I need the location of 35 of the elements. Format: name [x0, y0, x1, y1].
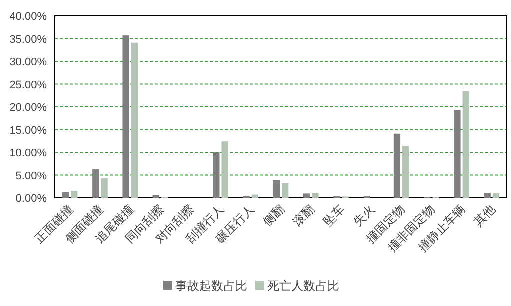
bar — [484, 192, 491, 198]
bar — [222, 142, 228, 198]
bar — [101, 178, 108, 198]
bar — [492, 193, 500, 198]
bar — [122, 36, 130, 198]
bar — [312, 192, 319, 198]
y-tick-label: 5.00% — [16, 170, 48, 182]
bar — [213, 152, 220, 198]
y-tick-label: 35.00% — [10, 34, 48, 46]
y-tick-label: 0.00% — [16, 193, 48, 205]
y-tick-label: 40.00% — [10, 11, 48, 23]
bar — [454, 110, 461, 198]
bar — [152, 195, 160, 198]
bar — [273, 180, 280, 198]
bar — [462, 92, 470, 198]
legend-label: 事故起数占比 — [176, 279, 248, 293]
y-tick-label: 30.00% — [10, 56, 48, 68]
y-tick-label: 15.00% — [10, 124, 48, 137]
bar — [402, 146, 410, 198]
x-tick-label: 坠车 — [320, 202, 348, 230]
bar — [71, 191, 78, 198]
y-tick-label: 10.00% — [10, 148, 48, 160]
x-tick-label: 其他 — [471, 202, 498, 230]
bar — [131, 42, 138, 198]
y-tick-label: 25.00% — [10, 79, 48, 92]
bar — [92, 169, 100, 198]
bar — [252, 194, 258, 198]
x-tick-label: 滚翻 — [290, 202, 318, 230]
bar — [394, 134, 401, 198]
bar — [304, 194, 310, 198]
bar — [62, 192, 70, 198]
x-tick-label: 侧翻 — [260, 202, 288, 230]
bar — [282, 183, 289, 198]
y-tick-label: 20.00% — [10, 102, 48, 114]
legend-label: 死亡人数占比 — [268, 279, 340, 293]
